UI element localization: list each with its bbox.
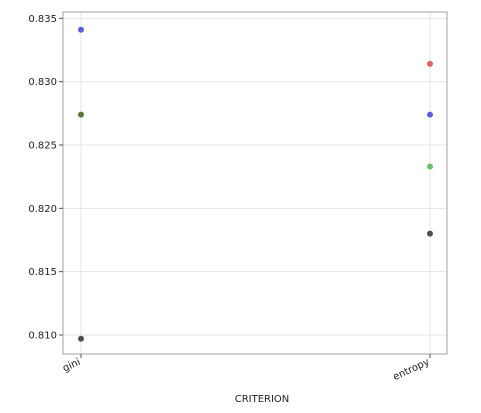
data-point xyxy=(78,111,84,118)
data-point xyxy=(78,26,84,33)
y-tick-label: 0.820 xyxy=(28,204,57,215)
y-tick-label: 0.835 xyxy=(28,14,57,25)
data-point xyxy=(427,163,433,170)
grid-lines xyxy=(63,12,447,354)
x-axis-ticks: gini entropy xyxy=(61,354,431,383)
data-points xyxy=(78,26,433,342)
y-tick-label: 0.815 xyxy=(28,267,57,278)
x-axis-title: CRITERION xyxy=(235,394,290,405)
data-point xyxy=(427,60,433,67)
data-point xyxy=(427,230,433,237)
x-tick-label: entropy xyxy=(392,357,432,383)
y-axis-ticks: 0.810 0.815 0.820 0.825 0.830 0.835 xyxy=(28,14,63,342)
x-tick-label: gini xyxy=(61,357,82,375)
data-point xyxy=(427,111,433,118)
y-tick-label: 0.825 xyxy=(28,141,57,152)
data-point xyxy=(78,335,84,342)
y-tick-label: 0.810 xyxy=(28,331,57,342)
plot-frame xyxy=(62,11,448,355)
y-tick-label: 0.830 xyxy=(28,77,57,88)
